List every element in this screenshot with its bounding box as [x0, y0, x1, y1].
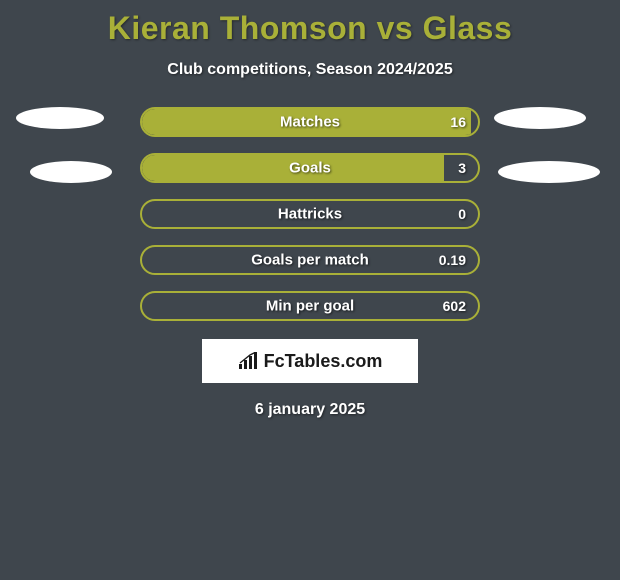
stat-row-goals: Goals 3 [140, 153, 480, 183]
logo-text: FcTables.com [264, 351, 383, 372]
player-ellipse-left-1 [16, 107, 104, 129]
player-ellipse-right-1 [494, 107, 586, 129]
stat-value: 16 [450, 114, 466, 130]
stat-row-goals-per-match: Goals per match 0.19 [140, 245, 480, 275]
stat-label: Goals per match [251, 252, 369, 269]
stat-value: 0.19 [439, 252, 466, 268]
logo: FcTables.com [238, 351, 383, 372]
stat-row-hattricks: Hattricks 0 [140, 199, 480, 229]
chart-icon [238, 352, 260, 370]
stat-value: 3 [458, 160, 466, 176]
date-label: 6 january 2025 [0, 401, 620, 419]
stat-label: Goals [289, 160, 331, 177]
player-ellipse-right-2 [498, 161, 600, 183]
stat-label: Hattricks [278, 206, 342, 223]
stat-row-min-per-goal: Min per goal 602 [140, 291, 480, 321]
logo-box: FcTables.com [202, 339, 418, 383]
stat-label: Matches [280, 114, 340, 131]
subtitle: Club competitions, Season 2024/2025 [0, 61, 620, 79]
stat-value: 0 [458, 206, 466, 222]
page-title: Kieran Thomson vs Glass [0, 0, 620, 47]
stats-container: Matches 16 Goals 3 Hattricks 0 Goals per… [0, 107, 620, 419]
player-ellipse-left-2 [30, 161, 112, 183]
stat-row-matches: Matches 16 [140, 107, 480, 137]
stat-value: 602 [443, 298, 466, 314]
stat-label: Min per goal [266, 298, 354, 315]
